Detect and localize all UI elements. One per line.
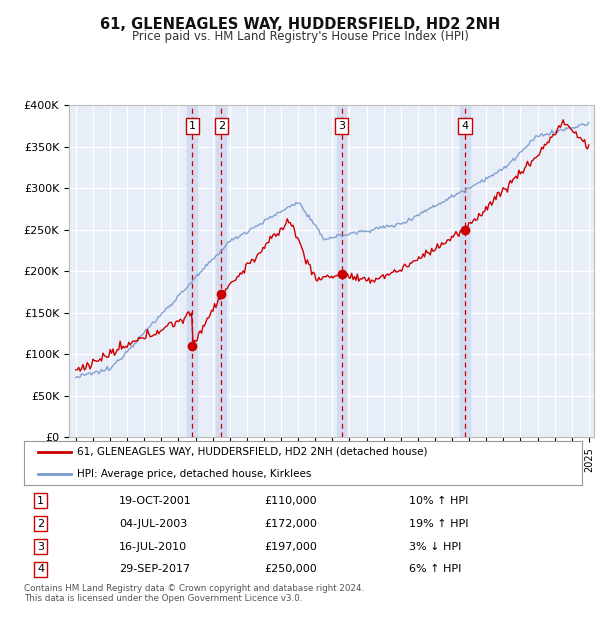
Text: 3: 3: [338, 121, 345, 131]
Bar: [337, 105, 346, 437]
Text: Contains HM Land Registry data © Crown copyright and database right 2024.
This d: Contains HM Land Registry data © Crown c…: [24, 584, 364, 603]
Text: 1: 1: [188, 121, 196, 131]
Text: £172,000: £172,000: [264, 518, 317, 529]
Text: 10% ↑ HPI: 10% ↑ HPI: [409, 495, 469, 506]
Text: 61, GLENEAGLES WAY, HUDDERSFIELD, HD2 2NH: 61, GLENEAGLES WAY, HUDDERSFIELD, HD2 2N…: [100, 17, 500, 32]
Bar: [460, 105, 470, 437]
Text: 3: 3: [37, 541, 44, 552]
Text: 61, GLENEAGLES WAY, HUDDERSFIELD, HD2 2NH (detached house): 61, GLENEAGLES WAY, HUDDERSFIELD, HD2 2N…: [77, 447, 428, 457]
Text: 6% ↑ HPI: 6% ↑ HPI: [409, 564, 461, 575]
Text: £110,000: £110,000: [264, 495, 317, 506]
Text: 19% ↑ HPI: 19% ↑ HPI: [409, 518, 469, 529]
Text: 1: 1: [37, 495, 44, 506]
Text: 4: 4: [37, 564, 44, 575]
Text: 2: 2: [218, 121, 225, 131]
Text: 04-JUL-2003: 04-JUL-2003: [119, 518, 187, 529]
Text: 2: 2: [37, 518, 44, 529]
Text: 29-SEP-2017: 29-SEP-2017: [119, 564, 190, 575]
Text: HPI: Average price, detached house, Kirklees: HPI: Average price, detached house, Kirk…: [77, 469, 311, 479]
Text: £197,000: £197,000: [264, 541, 317, 552]
Bar: [217, 105, 226, 437]
Text: 16-JUL-2010: 16-JUL-2010: [119, 541, 187, 552]
Text: Price paid vs. HM Land Registry's House Price Index (HPI): Price paid vs. HM Land Registry's House …: [131, 30, 469, 43]
Text: 4: 4: [461, 121, 469, 131]
Text: £250,000: £250,000: [264, 564, 317, 575]
Text: 3% ↓ HPI: 3% ↓ HPI: [409, 541, 461, 552]
Text: 19-OCT-2001: 19-OCT-2001: [119, 495, 191, 506]
Bar: [187, 105, 197, 437]
